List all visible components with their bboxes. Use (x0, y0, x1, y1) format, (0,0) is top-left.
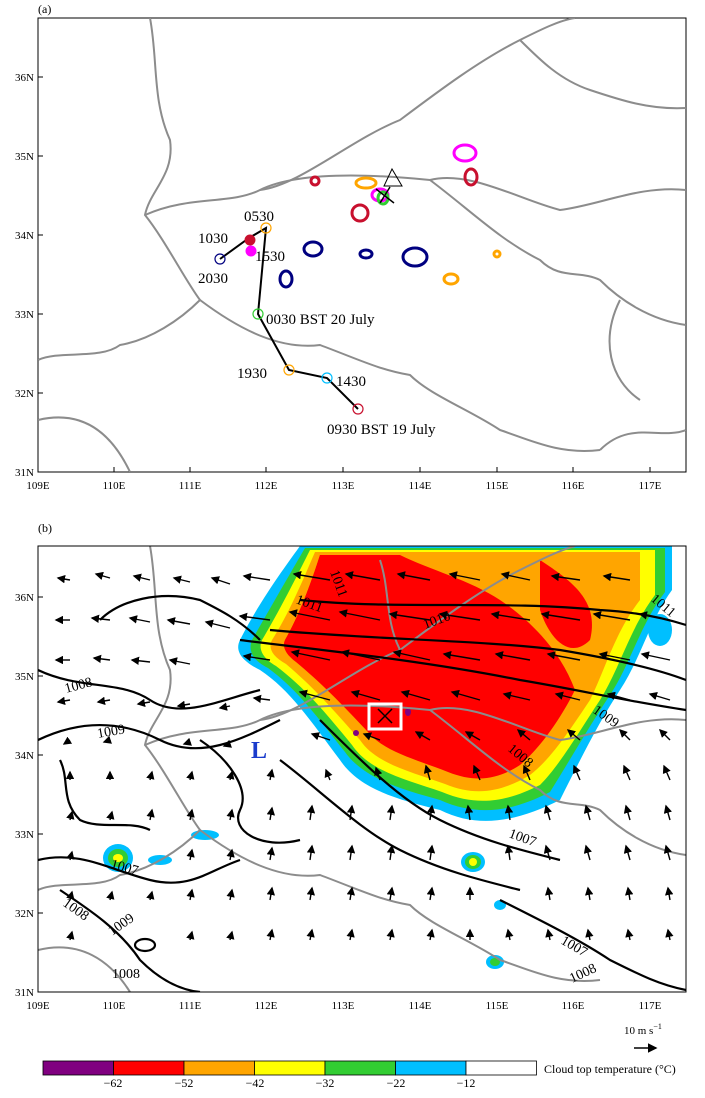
b-lon-114: 114E (409, 1000, 432, 1012)
track-label-1030: 1030 (198, 231, 228, 247)
a-lat-36: 36N (15, 72, 34, 84)
panel-a-lat-labels: 31N 32N 33N 34N 35N 36N (15, 72, 34, 479)
b-lat-34: 34N (15, 750, 34, 762)
track-label-2030: 2030 (198, 271, 228, 287)
b-lon-111: 111E (179, 1000, 202, 1012)
panel-b-map: L 1011 1011 1010 1011 1008 1009 1009 100… (15, 545, 687, 1012)
ref-vector-label: 10 m s−1 (624, 1022, 662, 1037)
a-lon-116: 116E (562, 480, 585, 492)
colorbar-ticks: −62 −52 −42 −32 −22 −12 (104, 1076, 476, 1090)
panel-b-cloud-fill (103, 546, 672, 969)
colorbar-cell (113, 1060, 185, 1076)
contour-label-1007-b: 1007 (109, 857, 140, 879)
cbar-tick-62: −62 (104, 1076, 123, 1090)
track-label-1930: 1930 (237, 366, 267, 382)
panel-b-ticks (38, 596, 43, 993)
a-lat-31: 31N (15, 467, 34, 479)
panel-b-station-marker (367, 702, 403, 731)
b-lon-112: 112E (255, 1000, 278, 1012)
b-lon-113: 113E (332, 1000, 355, 1012)
a-lat-35: 35N (15, 151, 34, 163)
panel-a-ticks (37, 76, 651, 473)
panel-a-boundaries (38, 18, 686, 472)
panel-b-lat-labels: 31N 32N 33N 34N 35N 36N (15, 592, 34, 999)
reference-vector: 10 m s−1 (624, 1022, 662, 1053)
colorbar-cell (395, 1060, 467, 1076)
cbar-tick-32: −32 (316, 1076, 335, 1090)
panel-b-wind-vectors (54, 571, 674, 941)
colorbar: −62 −52 −42 −32 −22 −12 Cloud top temper… (42, 1060, 676, 1090)
panel-a-frame (37, 17, 687, 473)
b-lon-109: 109E (26, 1000, 50, 1012)
panel-b-lon-labels: 109E 110E 111E 112E 113E 114E 115E 116E … (26, 1000, 661, 1012)
a-lon-117: 117E (639, 480, 662, 492)
b-lat-35: 35N (15, 671, 34, 683)
colorbar-cell (42, 1060, 114, 1076)
panel-a-track-labels: 0530 1030 1530 2030 0030 BST 20 July 193… (198, 209, 436, 438)
b-lat-32: 32N (15, 908, 34, 920)
colorbar-cell (465, 1060, 537, 1076)
track-label-0930: 0930 BST 19 July (327, 422, 436, 438)
colorbar-cell (324, 1060, 396, 1076)
colorbar-cells (42, 1060, 537, 1076)
a-lat-34: 34N (15, 230, 34, 242)
panel-a-map: 0530 1030 1530 2030 0030 BST 20 July 193… (15, 17, 687, 492)
low-pressure-label: L (251, 738, 267, 764)
b-lat-31: 31N (15, 987, 34, 999)
a-lon-113: 113E (332, 480, 355, 492)
b-lon-110: 110E (103, 1000, 126, 1012)
panel-b-boundaries (38, 546, 686, 992)
contour-label-1008-a: 1008 (63, 675, 94, 697)
colorbar-cell (183, 1060, 255, 1076)
panel-a-cloud-contours (278, 143, 502, 289)
b-lon-115: 115E (486, 1000, 509, 1012)
a-lat-32: 32N (15, 388, 34, 400)
track-label-1430: 1430 (336, 374, 366, 390)
panel-b-label: (b) (38, 521, 52, 535)
a-lon-112: 112E (255, 480, 278, 492)
track-label-1530: 1530 (255, 249, 285, 265)
panel-b-isobars (38, 594, 686, 992)
a-lon-115: 115E (486, 480, 509, 492)
cbar-tick-52: −52 (175, 1076, 194, 1090)
track-label-0030: 0030 BST 20 July (266, 312, 375, 328)
b-lon-116: 116E (562, 1000, 585, 1012)
panel-a-station-marker (375, 167, 403, 204)
a-lat-33: 33N (15, 309, 34, 321)
a-lon-109: 109E (26, 480, 50, 492)
a-lon-110: 110E (103, 480, 126, 492)
colorbar-title: Cloud top temperature (°C) (544, 1062, 676, 1076)
b-lat-33: 33N (15, 829, 34, 841)
panel-b-frame (37, 545, 687, 993)
panel-a-track (214, 222, 364, 415)
panel-a-label: (a) (38, 2, 51, 16)
contour-label-1008-d: 1008 (112, 967, 140, 982)
a-lon-111: 111E (179, 480, 202, 492)
b-lat-36: 36N (15, 592, 34, 604)
cbar-tick-22: −22 (387, 1076, 406, 1090)
cbar-tick-42: −42 (246, 1076, 265, 1090)
panel-a-lon-labels: 109E 110E 111E 112E 113E 114E 115E 116E … (26, 480, 661, 492)
colorbar-cell (254, 1060, 326, 1076)
a-lon-114: 114E (409, 480, 432, 492)
track-label-0530: 0530 (244, 209, 274, 225)
contour-label-1009-a: 1009 (96, 722, 126, 742)
b-lon-117: 117E (639, 1000, 662, 1012)
cbar-tick-12: −12 (457, 1076, 476, 1090)
